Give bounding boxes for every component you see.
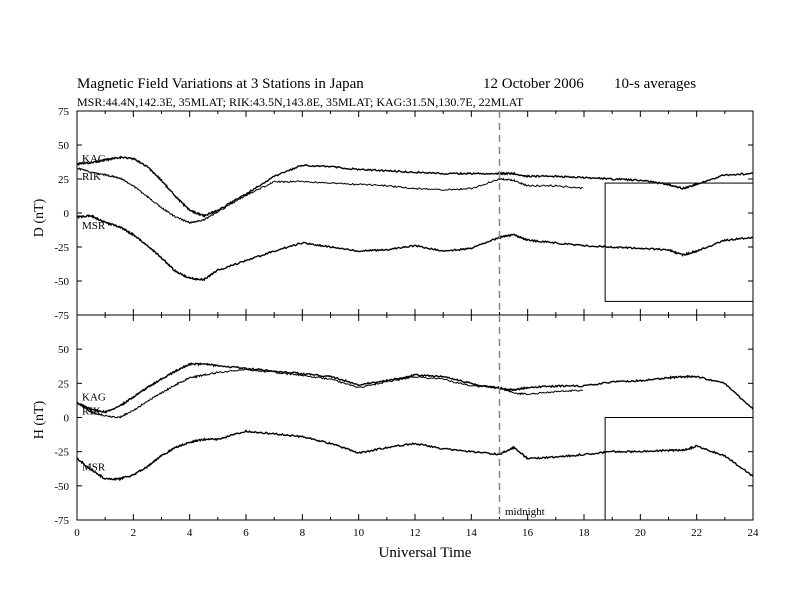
h-series-kag: [76, 362, 754, 414]
d-ytick-label: -25: [54, 242, 69, 254]
xtick-label: 0: [74, 527, 80, 539]
h-series-msr: [76, 429, 754, 482]
x-axis-title: Universal Time: [379, 545, 472, 561]
d-ytick-label: 75: [58, 106, 70, 118]
xtick-label: 10: [353, 527, 365, 539]
d-annotation-rect: [604, 182, 754, 302]
d-ytick-label: -50: [54, 276, 69, 288]
xtick-label: 8: [300, 527, 306, 539]
h-label-kag: KAG: [82, 391, 106, 403]
xtick-label: 24: [748, 527, 760, 539]
xtick-label: 4: [187, 527, 193, 539]
xtick-label: 14: [466, 527, 478, 539]
d-label-kag: KAG: [82, 153, 106, 165]
chart-averaging: 10-s averages: [614, 76, 696, 92]
h-ytick-label: 0: [64, 413, 70, 425]
xtick-label: 22: [691, 527, 702, 539]
h-panel-ylabel: H (nT): [32, 400, 47, 439]
d-label-rik: RIK: [82, 171, 101, 183]
xtick-label: 20: [635, 527, 647, 539]
h-annotation-rect: [604, 417, 754, 521]
chart-date: 12 October 2006: [483, 76, 584, 92]
xtick-label: 18: [579, 527, 591, 539]
h-series-rik: [76, 368, 584, 419]
h-ytick-label: -75: [54, 515, 69, 527]
d-label-msr: MSR: [82, 220, 106, 232]
d-series-rik: [76, 167, 584, 225]
xtick-label: 6: [243, 527, 249, 539]
h-label-msr: MSR: [82, 462, 106, 474]
stations-line: MSR:44.4N,142.3E, 35MLAT; RIK:43.5N,143.…: [77, 95, 524, 109]
h-label-rik: RIK: [82, 405, 101, 417]
d-series-msr: [76, 214, 754, 282]
d-ytick-label: 50: [58, 140, 70, 152]
d-ytick-label: 0: [64, 208, 70, 220]
d-series-kag: [76, 155, 754, 218]
d-ytick-label: -75: [54, 310, 69, 322]
h-ytick-label: -25: [54, 447, 69, 459]
d-ytick-label: 25: [58, 174, 70, 186]
xtick-label: 16: [522, 527, 534, 539]
h-ytick-label: 25: [58, 378, 70, 390]
d-panel-ylabel: D (nT): [32, 198, 47, 237]
midnight-label: midnight: [505, 506, 545, 518]
xtick-label: 12: [410, 527, 421, 539]
chart-title: Magnetic Field Variations at 3 Stations …: [77, 76, 364, 92]
h-ytick-label: -50: [54, 481, 69, 493]
xtick-label: 2: [131, 527, 137, 539]
h-ytick-label: 50: [58, 344, 70, 356]
